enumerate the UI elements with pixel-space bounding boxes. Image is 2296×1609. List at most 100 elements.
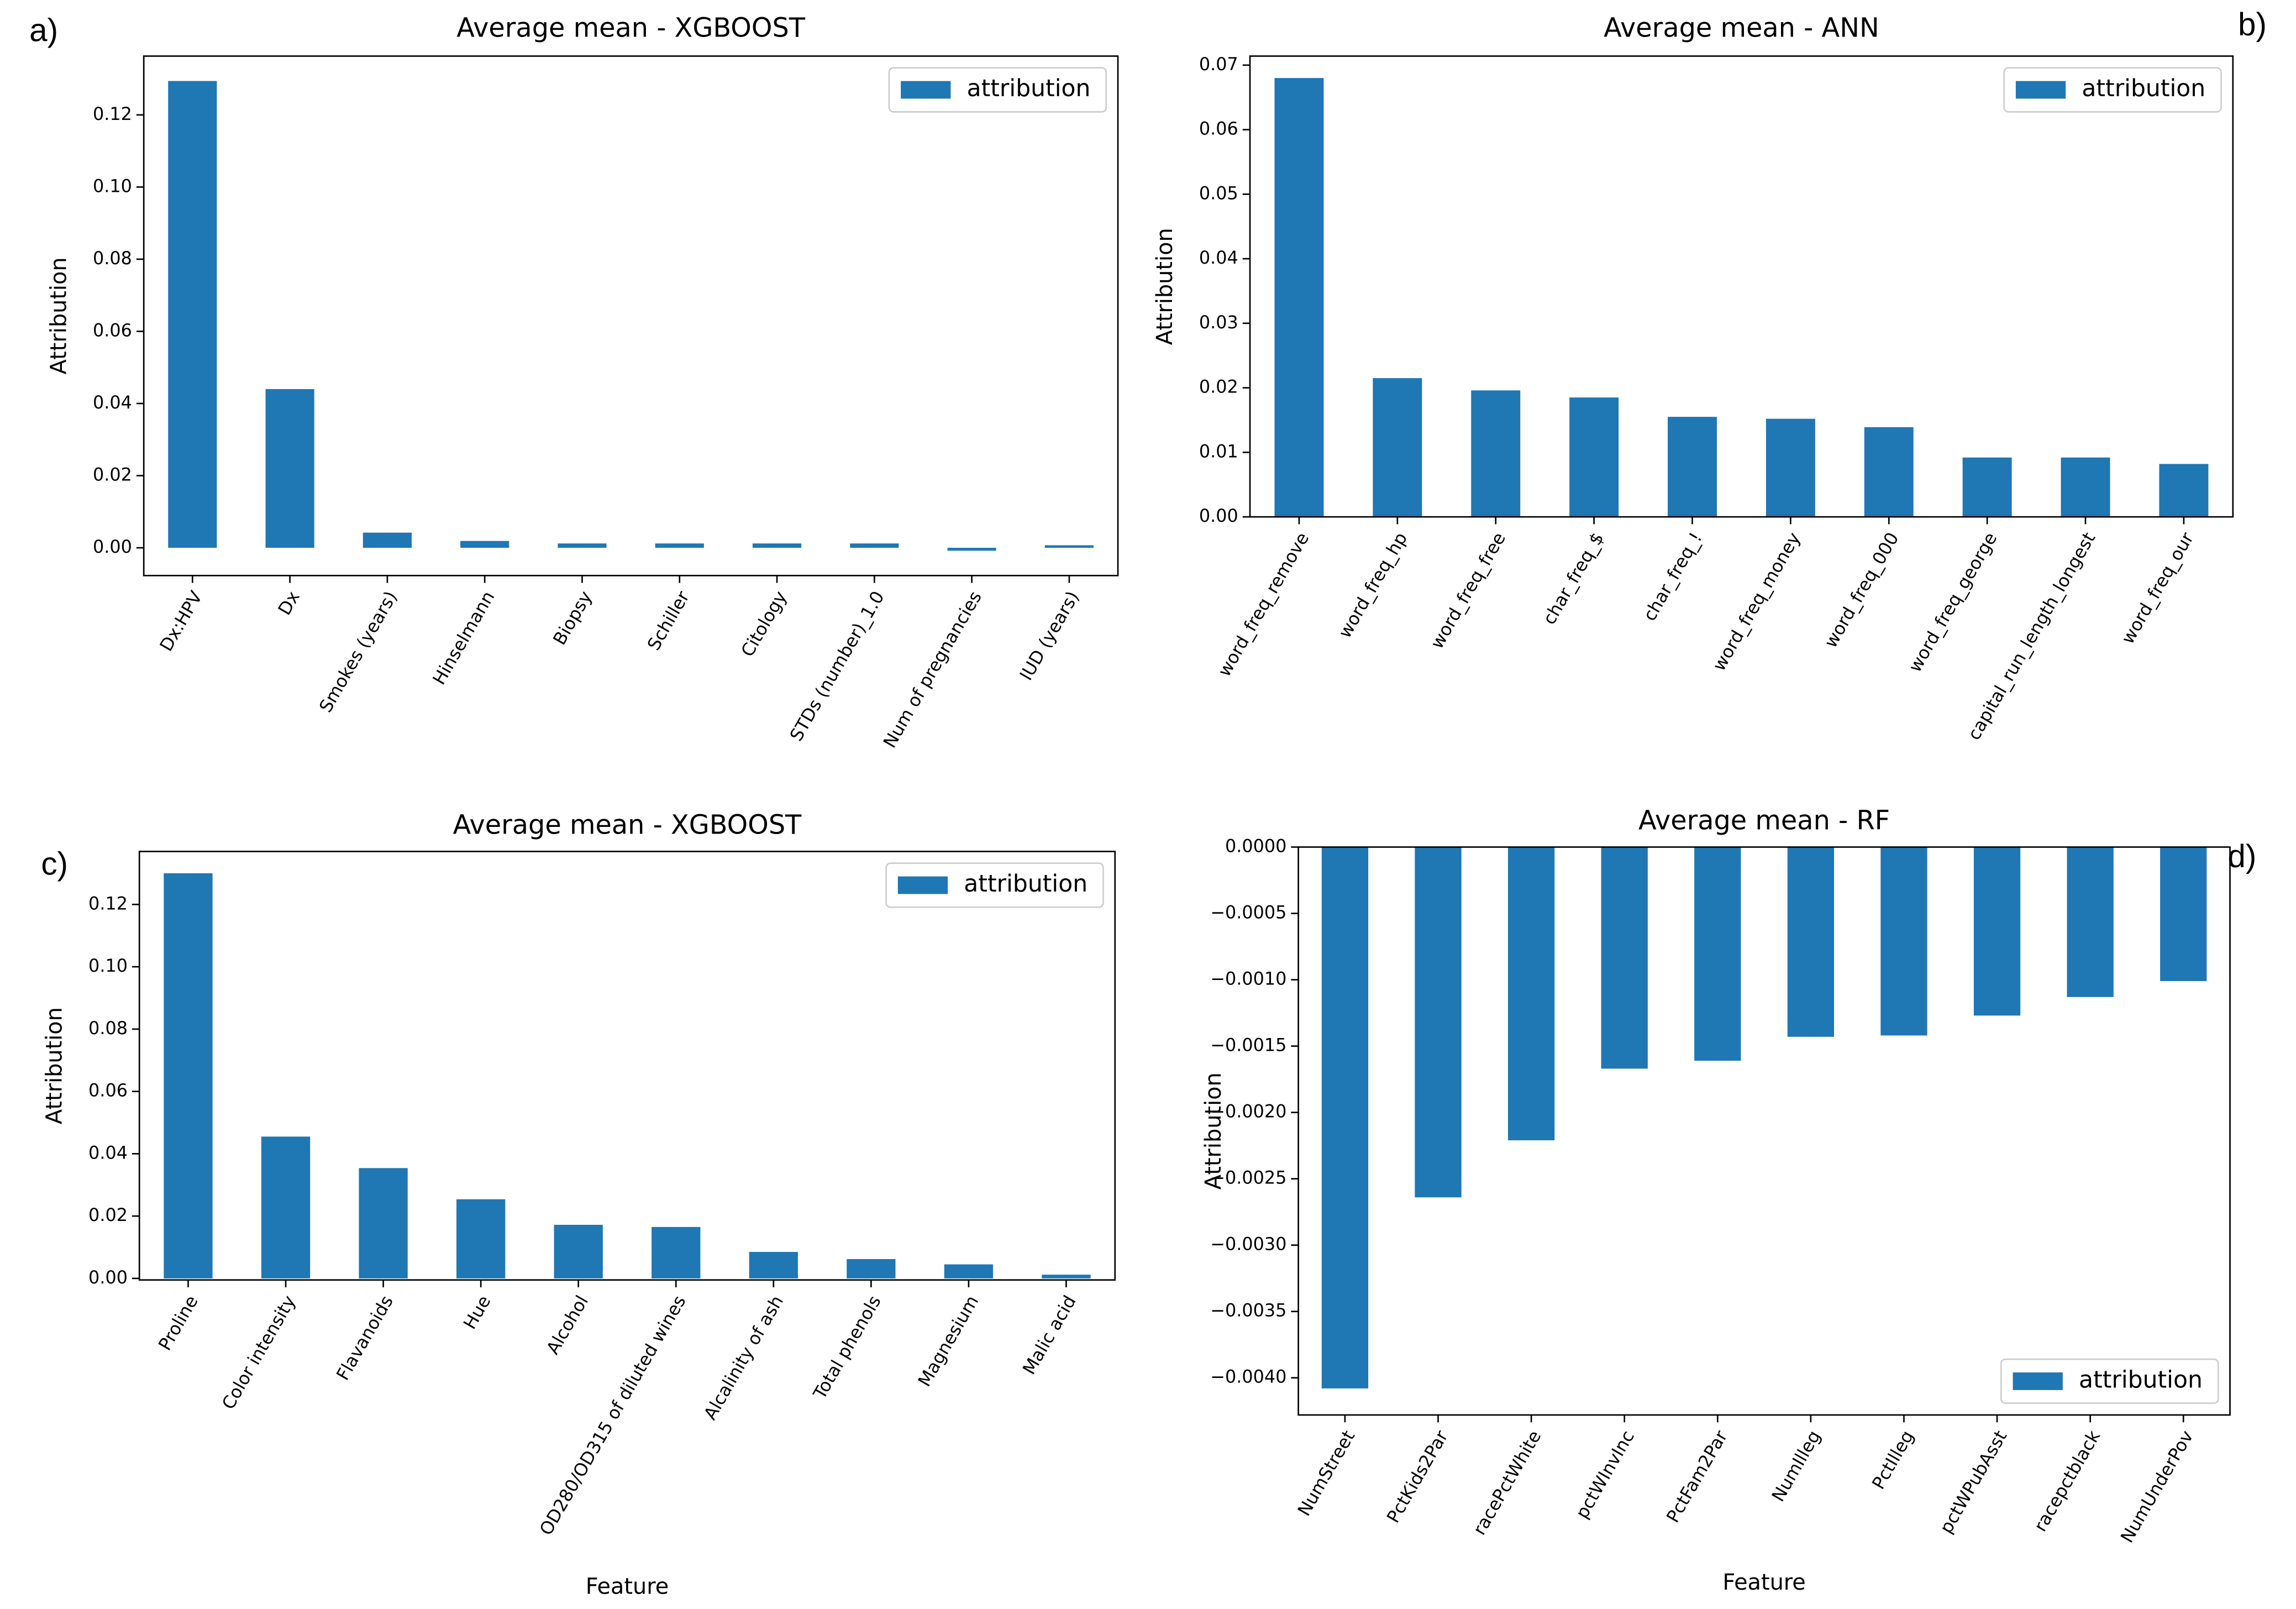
y-tick-label: −0.0030	[1210, 1234, 1286, 1255]
plot-frame	[1297, 846, 2231, 1416]
x-tick-label: Hinselmann	[428, 588, 498, 689]
y-tick-label: −0.0005	[1210, 902, 1286, 923]
y-tick-label: 0.08	[93, 248, 132, 269]
x-tick-label: word_freq_hp	[1334, 528, 1411, 641]
bar	[1601, 847, 1648, 1069]
y-tick-label: 0.10	[93, 175, 132, 196]
x-tick-label: Hue	[459, 1292, 495, 1333]
bar	[1373, 378, 1422, 517]
bar	[362, 532, 412, 548]
y-tick-label: 0.01	[1199, 441, 1238, 462]
x-axis-label: Feature	[586, 1574, 669, 1600]
legend-label: attribution	[2082, 75, 2205, 102]
y-tick-label: 0.00	[1199, 505, 1238, 526]
bar	[1471, 390, 1521, 517]
bar	[1694, 847, 1741, 1061]
x-tick-label: pctWPubAsst	[1935, 1427, 2011, 1537]
y-tick-label: −0.0020	[1210, 1101, 1286, 1122]
chart-title: Average mean - XGBOOST	[453, 810, 802, 840]
y-tick-label: −0.0015	[1210, 1035, 1286, 1056]
bar	[1864, 427, 1914, 517]
bar	[261, 1136, 311, 1278]
legend-label: attribution	[2079, 1366, 2203, 1393]
y-tick-label: −0.0035	[1210, 1300, 1286, 1321]
y-tick-label: 0.12	[88, 893, 128, 914]
bar	[850, 543, 899, 548]
bar	[2067, 847, 2114, 997]
bar	[2061, 457, 2110, 517]
legend-swatch	[2015, 81, 2066, 99]
x-tick-label: Total phenols	[809, 1292, 885, 1403]
x-tick-label: STDs (number)_1.0	[785, 588, 888, 745]
x-tick-label: word_freq_free	[1426, 528, 1510, 652]
x-tick-label: word_freq_remove	[1213, 528, 1313, 680]
x-tick-label: char_freq_!	[1639, 528, 1706, 624]
plot-frame	[1249, 55, 2234, 518]
bar	[947, 548, 996, 551]
bar	[2159, 464, 2209, 517]
bar	[944, 1264, 994, 1278]
bar	[752, 543, 802, 548]
bar	[1766, 418, 1815, 517]
bar	[652, 1227, 701, 1278]
chart-title: Average mean - ANN	[1604, 13, 1879, 44]
x-tick-label: Magnesium	[914, 1292, 983, 1390]
y-tick-label: 0.00	[93, 536, 132, 557]
y-tick-label: −0.0025	[1210, 1167, 1286, 1188]
x-tick-label: Dx:HPV	[155, 588, 207, 655]
legend-swatch	[901, 81, 951, 99]
x-tick-label: PctFam2Par	[1662, 1427, 1732, 1527]
y-tick-label: −0.0040	[1210, 1366, 1286, 1387]
x-tick-label: word_freq_george	[1904, 528, 2001, 675]
x-tick-label: Citology	[737, 588, 791, 661]
chart-title: Average mean - XGBOOST	[456, 13, 806, 44]
x-tick-label: racepctblack	[2030, 1427, 2104, 1535]
x-tick-label: Alcalinity of ash	[700, 1292, 787, 1423]
y-tick-label: 0.04	[88, 1142, 128, 1163]
y-tick-label: 0.04	[93, 392, 132, 413]
panel-label: d)	[2227, 838, 2256, 874]
legend-swatch	[2013, 1372, 2063, 1390]
y-tick-label: 0.00	[88, 1267, 128, 1288]
legend-label: attribution	[964, 871, 1087, 898]
bar	[1668, 417, 1717, 517]
bar	[1962, 457, 2012, 517]
bar	[456, 1199, 506, 1278]
bar	[359, 1168, 408, 1278]
x-tick-label: Biopsy	[549, 588, 596, 649]
bar	[460, 541, 509, 548]
x-tick-label: PctKids2Par	[1383, 1427, 1453, 1527]
bar	[1973, 847, 2021, 1016]
bar	[847, 1259, 896, 1278]
bar	[1044, 545, 1094, 548]
y-tick-label: 0.06	[88, 1080, 128, 1101]
x-tick-label: Malic acid	[1018, 1292, 1080, 1378]
y-tick-label: 0.10	[88, 955, 128, 976]
bar	[558, 543, 607, 548]
x-tick-label: Schiller	[643, 587, 694, 654]
y-axis-label: Attribution	[46, 257, 71, 374]
bar	[168, 81, 217, 548]
legend-swatch	[897, 876, 948, 894]
y-tick-label: 0.02	[1199, 376, 1238, 397]
bar	[1321, 847, 1369, 1388]
x-tick-label: word_freq_money	[1708, 528, 1804, 674]
x-tick-label: word_freq_our	[2117, 528, 2198, 648]
legend-box	[2000, 1358, 2219, 1404]
y-axis-label: Attribution	[1201, 1072, 1226, 1189]
plot-frame	[138, 851, 1116, 1281]
x-tick-label: Alcohol	[542, 1292, 592, 1358]
y-tick-label: 0.12	[93, 103, 132, 124]
y-tick-label: 0.02	[93, 464, 132, 485]
bar	[1880, 847, 1927, 1036]
panel-label: a)	[29, 12, 58, 48]
y-tick-label: 0.04	[1199, 247, 1238, 268]
y-tick-label: 0.07	[1199, 54, 1238, 75]
x-tick-label: Smokes (years)	[315, 588, 401, 716]
y-tick-label: 0.02	[88, 1204, 128, 1225]
y-tick-label: 0.06	[93, 319, 132, 340]
bar	[164, 873, 213, 1278]
panel-label: c)	[41, 846, 68, 882]
